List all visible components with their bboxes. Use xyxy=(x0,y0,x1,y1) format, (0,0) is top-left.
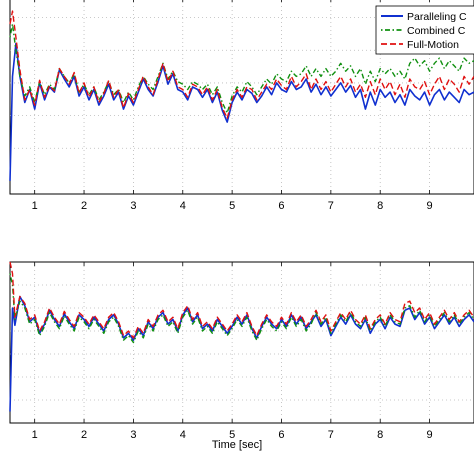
x-tick-label: 8 xyxy=(377,200,383,212)
series-line-full-motion xyxy=(9,261,474,339)
x-tick-label: 2 xyxy=(81,200,87,212)
legend: Paralleling C Combined C Full-Motion xyxy=(375,5,474,55)
x-axis-label: Time [sec] xyxy=(212,439,262,451)
x-tick-label: 1 xyxy=(32,429,38,441)
legend-label: Combined C xyxy=(407,25,466,37)
x-tick-label: 9 xyxy=(427,429,433,441)
x-tick-label: 6 xyxy=(278,429,284,441)
x-tick-label: 6 xyxy=(278,200,284,212)
top-chart: 1 2 3 4 5 6 7 8 9 Paralleling C Combined C Full-Mot… xyxy=(9,0,474,212)
plot-area xyxy=(9,261,474,424)
legend-label: Paralleling C xyxy=(407,11,467,23)
x-tick-label: 4 xyxy=(180,429,186,441)
x-tick-label: 7 xyxy=(328,429,334,441)
series-line-paralleling-c xyxy=(9,42,474,181)
x-tick-label: 5 xyxy=(229,200,235,212)
bottom-chart: 1 2 3 4 5 6 7 8 9 Time [sec] xyxy=(9,261,474,451)
legend-label: Full-Motion xyxy=(407,39,459,51)
x-tick-label: 1 xyxy=(32,200,38,212)
x-tick-label: 5 xyxy=(229,429,235,441)
series-line-combined-c xyxy=(9,273,474,344)
x-tick-label: 9 xyxy=(427,200,433,212)
x-tick-label: 4 xyxy=(180,200,186,212)
series-line-full-motion xyxy=(9,10,474,119)
x-tick-label: 2 xyxy=(81,429,87,441)
series-line-paralleling-c xyxy=(9,295,474,412)
x-tick-label: 3 xyxy=(130,429,136,441)
x-tick-label: 7 xyxy=(328,200,334,212)
x-tick-label: 3 xyxy=(130,200,136,212)
legend-box xyxy=(375,5,474,55)
x-tick-label: 8 xyxy=(377,429,383,441)
